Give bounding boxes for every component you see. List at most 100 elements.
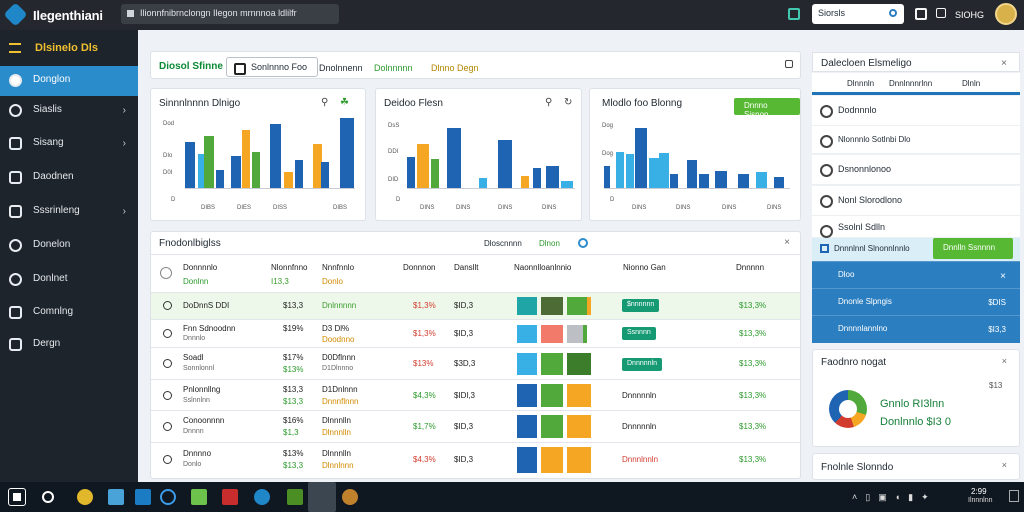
x-axis-label: DINS (722, 205, 737, 211)
row-radio[interactable] (163, 329, 172, 338)
column-header[interactable]: Donnnnlo (183, 263, 218, 272)
file-explorer-icon[interactable] (108, 489, 124, 505)
browser-icon[interactable] (254, 489, 270, 505)
pin-icon[interactable]: ⚲ (321, 97, 329, 108)
sidebar-item-apps[interactable]: Dergn (0, 330, 138, 360)
row-subname: Dnnnlo (183, 335, 206, 342)
search-icon[interactable] (42, 491, 54, 503)
store-icon[interactable] (135, 489, 151, 505)
row-radio[interactable] (163, 301, 172, 310)
search-icon[interactable] (889, 9, 897, 17)
column-header[interactable]: Naonnlloanlnnio (514, 263, 572, 272)
sidebar-item-browser[interactable]: Donelon (0, 231, 138, 261)
close-icon[interactable]: × (1001, 58, 1007, 69)
tab-3[interactable]: Dlnln (962, 79, 981, 88)
tray-icons[interactable]: ˄▯▣◖▮✦ (852, 492, 937, 502)
avatar[interactable] (995, 3, 1017, 25)
sidebar-item-music[interactable]: Sisang › (0, 129, 138, 159)
table-row[interactable]: Dnnnno Donlo $13% $13,3 Dlnnnlln Dlnnlnn… (151, 442, 800, 478)
chart-bar (649, 158, 659, 188)
column-header[interactable]: Dnnnnn (736, 263, 765, 272)
close-icon[interactable]: × (1001, 460, 1007, 470)
leaf-icon[interactable]: ☘ (340, 97, 349, 108)
x-axis-label: DISS (273, 205, 288, 211)
column-header[interactable]: Nlonnfnno (271, 263, 308, 272)
toolbar-link-2[interactable]: Dolnnnnn (374, 63, 413, 73)
blue-row[interactable]: Dloo × (812, 261, 1020, 288)
footer-title: Fnolnle Slonndo (821, 462, 894, 473)
column-header[interactable]: Nnnfnnlo (322, 263, 355, 272)
sidebar-item-home[interactable]: Donglon (0, 66, 138, 96)
chevron-right-icon: › (122, 206, 126, 217)
table-row[interactable]: Soadl Sonnlonnl $17% $13% D0Dflnnn D1Dln… (151, 347, 800, 379)
color-swatch (517, 297, 537, 315)
row-radio[interactable] (163, 455, 172, 464)
toolbar-title: Diosol Sfinne (159, 61, 223, 72)
mini-chart-title: Sinnnlnnnn Dlnigo (159, 98, 241, 109)
chrome-icon[interactable] (77, 489, 93, 505)
column-header[interactable]: Donnnon (403, 263, 436, 272)
notes-icon[interactable] (191, 489, 207, 505)
pin-icon[interactable]: ⚲ (545, 97, 553, 108)
table-action-link[interactable]: Dloscnnnn (484, 239, 522, 248)
right-list-item[interactable]: Nonl Slorodlono (812, 186, 1020, 216)
info-icon[interactable] (578, 238, 588, 248)
color-swatch (567, 415, 591, 438)
row-radio[interactable] (163, 422, 172, 431)
status-badge: Dnnnnnln (622, 358, 662, 371)
right-list-item[interactable]: Ssolnl Sdlln (812, 216, 1020, 238)
tab-2[interactable]: Dnnlnnnrlnn (889, 79, 933, 88)
toolbar-primary-button[interactable]: Sonlnnno Foo (226, 57, 319, 77)
right-list-item[interactable]: Dodnnnlo (812, 96, 1020, 126)
sidebar-item-documents[interactable]: Daodnen (0, 163, 138, 193)
office-icon[interactable] (222, 489, 238, 505)
sidebar-item-reports[interactable]: Sssrinleng › (0, 197, 138, 227)
close-icon[interactable]: × (1000, 271, 1006, 282)
sidebar-item-label: Dergn (33, 338, 61, 349)
notification-icon[interactable] (1009, 490, 1019, 502)
sidebar-item-commerce[interactable]: Comnlng (0, 298, 138, 328)
edge-icon[interactable] (160, 489, 176, 505)
column-header[interactable]: Dansllt (454, 263, 479, 272)
close-icon[interactable]: × (1001, 356, 1007, 366)
summary-card: Faodnro nogat × $13 Gnnlo RI3lnn Donlnnl… (812, 349, 1020, 447)
table-row[interactable]: Fnn Sdnoodnn Dnnnlo $19% D3 Dl% Doodnno … (151, 319, 800, 347)
maximize-icon[interactable] (785, 60, 793, 68)
right-list-item[interactable]: Nlonnnlo Sotlnbi Dlo (812, 126, 1020, 154)
chart-action-button[interactable]: Dnnno Sisnon (734, 98, 800, 119)
selected-row-button[interactable]: Dnnlln Ssnnnn (933, 238, 1013, 259)
table-status-link[interactable]: Dlnon (539, 239, 560, 248)
row-radio[interactable] (163, 391, 172, 400)
search-input[interactable]: Siorsls (812, 4, 904, 24)
select-all-radio[interactable] (160, 267, 172, 279)
tab-1[interactable]: Dlnnnln (847, 79, 875, 88)
blue-row[interactable]: Dnonle Slpngis $DIS (812, 288, 1020, 315)
close-icon[interactable]: × (784, 237, 790, 248)
window-icon[interactable] (915, 8, 927, 20)
column-header[interactable]: Nionno Gan (623, 263, 666, 272)
chart-bar (635, 128, 647, 188)
selected-row[interactable]: Dnnnlnnl Slnonnlnnlo Dnnlln Ssnnnn (812, 238, 1020, 261)
checkbox-icon[interactable] (820, 244, 829, 253)
extension-icon[interactable] (788, 8, 800, 20)
toolbar-link-1[interactable]: Dnolnnenn (319, 63, 363, 73)
sidebar-item-security[interactable]: Donlnet (0, 265, 138, 295)
excel-icon[interactable] (287, 489, 303, 505)
sidebar-item-search[interactable]: Siaslis › (0, 96, 138, 126)
row-subname: Dnnnn (183, 428, 204, 435)
app-icon[interactable] (342, 489, 358, 505)
table-row[interactable]: DoDnnS DDI $13,3 Dnlnnnnn $1,3% $ID,3 $n… (151, 292, 800, 319)
refresh-icon[interactable]: ↻ (564, 97, 573, 108)
row-radio[interactable] (163, 359, 172, 368)
settings-icon[interactable] (936, 8, 946, 18)
address-bar[interactable]: Ilionnfnibrnclongn Ilegon mrnnnoa ldlilf… (121, 4, 339, 24)
row-substatus: Dnnnflnnn (322, 397, 359, 406)
active-app-icon[interactable] (308, 482, 336, 512)
table-row[interactable]: Pnlonnllng Sslnnlnn $13,3 $13,3 D1Dnlnnn… (151, 379, 800, 410)
toolbar-link-3[interactable]: Dlnno Degn (431, 63, 479, 73)
table-row[interactable]: Conoonnnn Dnnnn $16% $1,3 Dlnnnlln Dlnnn… (151, 410, 800, 442)
blue-row[interactable]: Dnnnnlannlno $I3,3 (812, 315, 1020, 342)
right-list-item[interactable]: Dsnonnlonoo (812, 155, 1020, 185)
menu-icon[interactable] (9, 43, 21, 54)
start-icon[interactable] (8, 488, 26, 506)
